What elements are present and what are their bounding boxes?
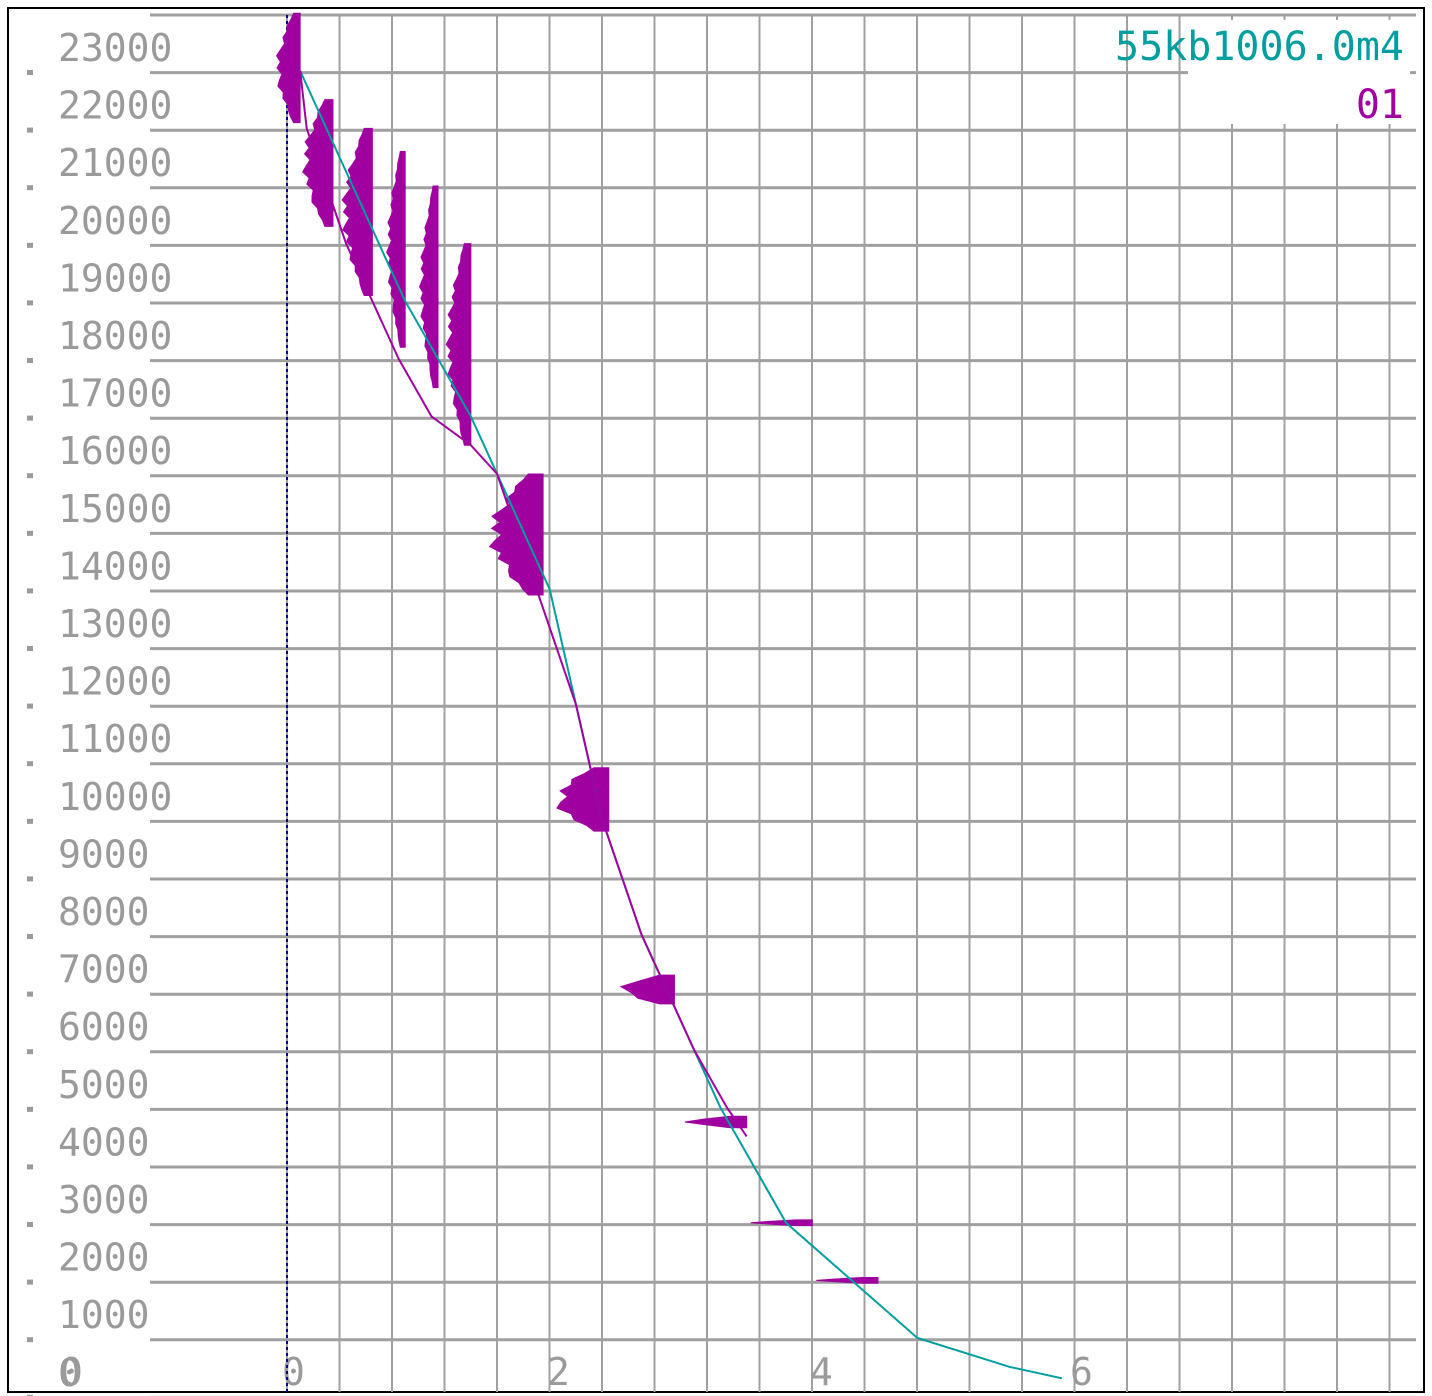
y-tick-mark [27, 818, 33, 824]
histogram-bar [418, 185, 439, 389]
legend: 55kb1006.0m4 01 [1115, 20, 1410, 128]
y-tick-mark [27, 991, 33, 997]
x-axis: 0 0 2 4 6 [60, 1350, 1093, 1394]
y-tick-mark [27, 588, 33, 594]
y-tick-mark [27, 1394, 33, 1396]
y-tick-label: 3000 [58, 1178, 150, 1222]
y-tick-label: 21000 [58, 141, 172, 185]
y-axis: 2300022000210002000019000180001700016000… [27, 26, 172, 1396]
histogram-bar [619, 974, 675, 1005]
y-tick-mark [27, 1337, 33, 1343]
histograms [275, 12, 879, 1284]
x-tick-label: 0 [60, 1350, 83, 1394]
y-tick-mark [27, 242, 33, 248]
plot-border [7, 7, 1425, 1393]
x-tick-label: 0 [282, 1350, 305, 1394]
y-tick-label: 15000 [58, 487, 172, 531]
y-tick-label: 14000 [58, 544, 172, 588]
y-tick-mark [27, 185, 33, 191]
histogram-bar [341, 127, 373, 296]
y-tick-label: 8000 [58, 890, 150, 934]
y-tick-label: 20000 [58, 199, 172, 243]
histogram-bar [445, 243, 472, 446]
legend-box [1188, 20, 1410, 124]
y-tick-label: 17000 [58, 372, 172, 416]
histogram-bar [816, 1277, 879, 1284]
y-tick-label: 23000 [58, 26, 172, 70]
y-tick-mark [27, 761, 33, 767]
y-tick-label: 1000 [58, 1293, 150, 1337]
histogram-bar [488, 473, 544, 596]
y-tick-label: 22000 [58, 84, 172, 128]
histogram-bar [556, 767, 610, 832]
y-tick-label: 12000 [58, 660, 172, 704]
x-tick-label: 4 [810, 1350, 833, 1394]
y-tick-mark [27, 358, 33, 363]
histogram-bar [275, 12, 301, 124]
y-tick-label: 7000 [58, 948, 150, 992]
y-tick-mark [27, 70, 33, 75]
legend-entry-data: 01 [1356, 82, 1404, 128]
y-tick-label: 0 [58, 1351, 81, 1395]
y-tick-label: 5000 [58, 1063, 150, 1107]
y-tick-label: 6000 [58, 1005, 150, 1049]
y-tick-label: 2000 [58, 1236, 150, 1280]
y-tick-label: 19000 [58, 256, 172, 300]
y-tick-label: 11000 [58, 717, 172, 761]
y-tick-label: 9000 [58, 832, 150, 876]
y-tick-mark [27, 415, 33, 421]
y-tick-mark [27, 1279, 33, 1285]
y-tick-mark [27, 1049, 33, 1055]
histogram-bar [386, 150, 406, 348]
y-tick-mark [27, 1106, 33, 1112]
y-tick-mark [27, 1164, 33, 1170]
legend-entry-model: 55kb1006.0m4 [1115, 24, 1404, 70]
y-tick-label: 10000 [58, 775, 172, 819]
y-tick-label: 4000 [58, 1120, 150, 1164]
series-lines [299, 70, 1063, 1380]
y-tick-mark [27, 646, 33, 651]
x-tick-label: 6 [1070, 1350, 1093, 1394]
y-tick-mark [27, 127, 33, 133]
y-tick-mark [27, 934, 33, 939]
y-tick-label: 18000 [58, 314, 172, 358]
y-tick-mark [27, 1222, 33, 1227]
y-tick-mark [27, 300, 33, 306]
x-tick-label: 2 [547, 1350, 570, 1394]
y-tick-label: 16000 [58, 429, 172, 473]
series-line-data [299, 70, 748, 1137]
y-tick-mark [27, 530, 33, 536]
y-tick-mark [27, 876, 33, 882]
histogram-bar [750, 1219, 813, 1227]
y-tick-mark [27, 473, 33, 479]
y-tick-label: 13000 [58, 602, 172, 646]
y-tick-mark [27, 703, 33, 709]
